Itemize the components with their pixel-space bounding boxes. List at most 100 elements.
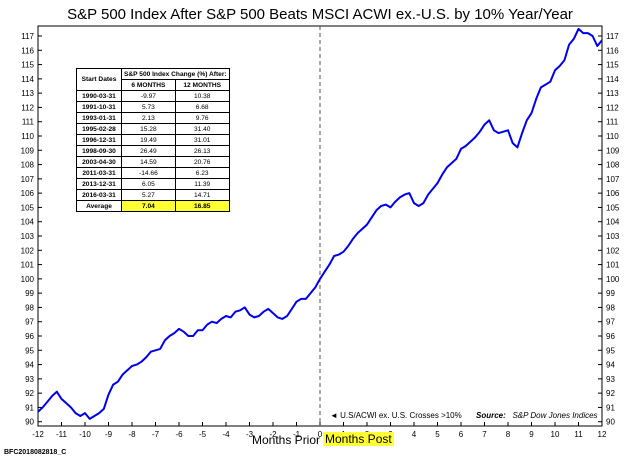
- x-tick-label: -8: [128, 430, 136, 439]
- y-tick-label-right: 99: [606, 289, 615, 298]
- header-6-months: 6 MONTHS: [121, 79, 176, 91]
- y-tick-label-right: 93: [606, 375, 615, 384]
- row-date: 2013-12-31: [76, 178, 122, 190]
- y-tick-label-right: 96: [606, 332, 615, 341]
- x-axis-label-post: Months Post: [323, 432, 394, 446]
- row-6m: 6.05: [121, 178, 176, 190]
- row-12m: 6.68: [174, 101, 230, 113]
- x-tick-label: 5: [435, 430, 440, 439]
- average-label: Average: [76, 200, 122, 212]
- x-tick-label: -2: [269, 430, 277, 439]
- table-header-row: Start Dates S&P 500 Index Change (%) Aft…: [76, 68, 230, 91]
- table-row: 1991-10-31 5.73 6.68: [76, 101, 230, 113]
- x-tick-label: 10: [551, 430, 560, 439]
- table-row: 1998-09-30 26.49 26.13: [76, 145, 230, 157]
- x-axis-label-prior: Months Prior: [252, 433, 321, 447]
- y-tick-label: 98: [25, 303, 34, 312]
- x-tick-label: -7: [152, 430, 160, 439]
- y-tick-label-right: 110: [606, 132, 619, 141]
- returns-table: Start Dates S&P 500 Index Change (%) Aft…: [76, 68, 230, 212]
- y-tick-label: 95: [25, 346, 34, 355]
- row-date: 1993-01-31: [76, 112, 122, 124]
- row-6m: -9.97: [121, 90, 176, 102]
- row-6m: 5.73: [121, 101, 176, 113]
- y-tick-label: 108: [21, 161, 35, 170]
- x-tick-label: -1: [293, 430, 301, 439]
- table-row: 2016-03-31 5.27 14.71: [76, 189, 230, 201]
- y-tick-label-right: 117: [606, 32, 619, 41]
- table-row: 2013-12-31 6.05 11.39: [76, 178, 230, 190]
- x-tick-label: -12: [32, 430, 44, 439]
- y-tick-label: 100: [21, 275, 35, 284]
- y-tick-label: 102: [21, 246, 35, 255]
- x-tick-label: -10: [79, 430, 91, 439]
- table-body: 1990-03-31 -9.97 10.38 1991-10-31 5.73 6.68 19…: [76, 90, 230, 201]
- y-tick-label: 113: [21, 89, 34, 98]
- event-annotation: ◄ U.S/ACWI ex. U.S. Crosses >10%: [330, 411, 462, 420]
- y-axis-right: 90 91 92 93 94 95 96 97 98 99 100 101 102 103 104 105 10…: [598, 32, 620, 427]
- x-tick-label: 6: [459, 430, 464, 439]
- row-12m: 14.71: [174, 189, 230, 201]
- y-tick-label-right: 112: [606, 103, 619, 112]
- row-6m: 14.59: [121, 156, 176, 168]
- row-date: 2011-03-31: [76, 167, 122, 179]
- y-tick-label-right: 115: [606, 61, 619, 70]
- y-tick-label-right: 116: [606, 46, 619, 55]
- x-tick-label: -3: [246, 430, 254, 439]
- table-row: 2011-03-31 -14.66 6.23: [76, 167, 230, 179]
- y-tick-label: 96: [25, 332, 34, 341]
- source-label: Source:: [476, 411, 506, 420]
- row-date: 1998-09-30: [76, 145, 122, 157]
- x-tick-label: 12: [598, 430, 607, 439]
- y-tick-label: 109: [21, 146, 35, 155]
- y-tick-label-right: 100: [606, 275, 620, 284]
- y-tick-label-right: 94: [606, 361, 615, 370]
- event-label: U.S/ACWI ex. U.S. Crosses >10%: [340, 411, 462, 420]
- y-tick-label-right: 102: [606, 246, 620, 255]
- x-tick-label: 8: [506, 430, 511, 439]
- y-tick-label-right: 109: [606, 146, 620, 155]
- y-tick-label: 101: [21, 261, 35, 270]
- table-row: 1990-03-31 -9.97 10.38: [76, 90, 230, 102]
- y-tick-label-right: 92: [606, 389, 615, 398]
- y-axis-left: 90 91 92 93 94 95 96 97 98 99 100 101 102 103 104 105 10…: [21, 32, 42, 427]
- y-tick-label-right: 97: [606, 318, 615, 327]
- x-tick-label: 4: [412, 430, 417, 439]
- y-tick-label: 111: [22, 118, 35, 127]
- y-tick-label-right: 107: [606, 175, 620, 184]
- x-tick-label: -5: [199, 430, 207, 439]
- y-tick-label: 115: [21, 61, 34, 70]
- y-tick-label-right: 111: [606, 118, 619, 127]
- x-tick-label: -6: [175, 430, 183, 439]
- y-tick-label: 97: [25, 318, 34, 327]
- row-date: 1991-10-31: [76, 101, 122, 113]
- row-12m: 9.76: [174, 112, 230, 124]
- row-6m: 2.13: [121, 112, 176, 124]
- row-12m: 11.39: [174, 178, 230, 190]
- row-12m: 31.40: [174, 123, 230, 135]
- row-6m: -14.66: [121, 167, 176, 179]
- footer-code: BFC2018082818_C: [4, 449, 67, 456]
- y-tick-label: 104: [21, 218, 35, 227]
- y-tick-label: 110: [21, 132, 34, 141]
- y-tick-label-right: 113: [606, 89, 619, 98]
- y-tick-label: 90: [25, 418, 34, 427]
- header-group: S&P 500 Index Change (%) After:: [121, 68, 230, 80]
- row-date: 1990-03-31: [76, 90, 122, 102]
- y-tick-label: 105: [21, 203, 35, 212]
- y-tick-label: 92: [25, 389, 34, 398]
- row-12m: 10.38: [174, 90, 230, 102]
- y-tick-label-right: 98: [606, 303, 615, 312]
- row-12m: 6.23: [174, 167, 230, 179]
- table-row: 1995-02-28 15.28 31.40: [76, 123, 230, 135]
- y-tick-label-right: 114: [606, 75, 619, 84]
- table-average-row: Average 7.04 16.85: [76, 200, 230, 212]
- y-tick-label: 103: [21, 232, 35, 241]
- y-tick-label: 114: [21, 75, 34, 84]
- average-12m: 16.85: [174, 200, 230, 212]
- table-row: 1996-12-31 19.49 31.01: [76, 134, 230, 146]
- x-axis: -12-11-10-9-8-7-6-5-4-3-2-10123456789101…: [32, 422, 607, 439]
- y-tick-label-right: 90: [606, 418, 615, 427]
- row-12m: 31.01: [174, 134, 230, 146]
